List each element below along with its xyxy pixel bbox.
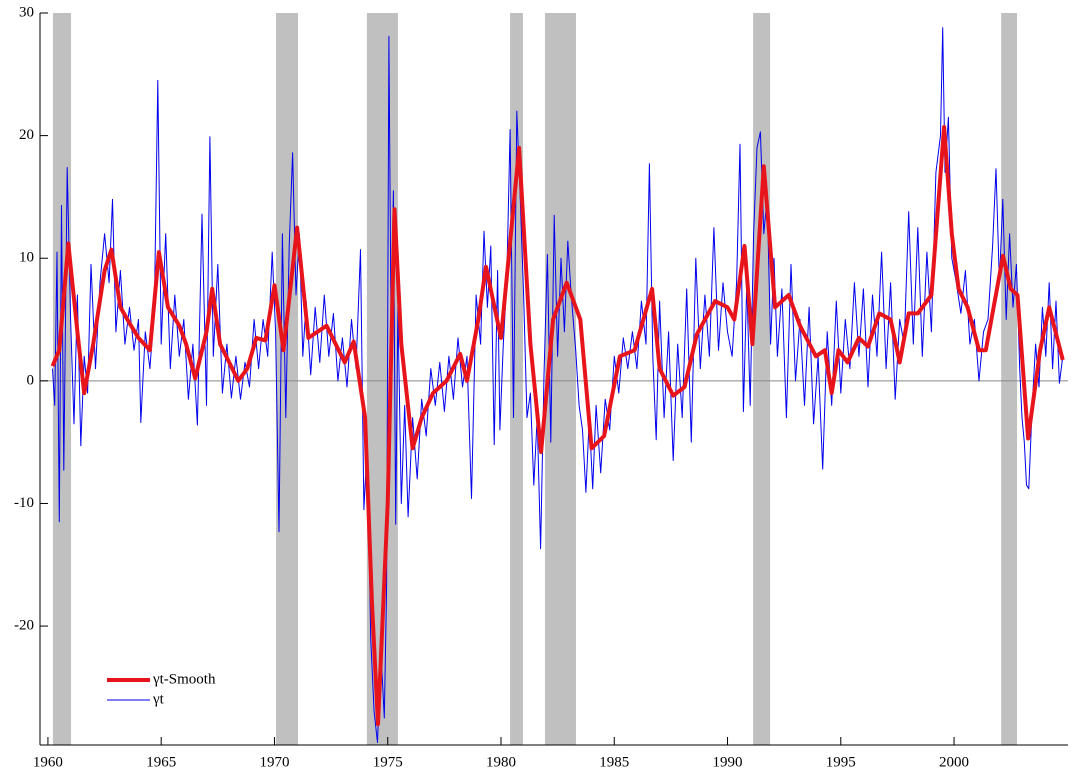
x-tick-label: 1960 [33, 754, 63, 770]
y-tick-label: 0 [27, 372, 35, 388]
y-tick-label: -10 [14, 495, 34, 511]
recession-band [1001, 13, 1018, 745]
recession-band [52, 13, 72, 745]
x-tick-label: 1980 [486, 754, 516, 770]
y-tick-label: 10 [19, 250, 34, 266]
x-tick-label: 1990 [713, 754, 743, 770]
legend-label: γt-Smooth [152, 671, 216, 687]
recession-band [753, 13, 771, 745]
x-tick-label: 1995 [826, 754, 856, 770]
x-tick-label: 2000 [939, 754, 969, 770]
y-tick-label: 20 [19, 127, 34, 143]
y-tick-label: -20 [14, 618, 34, 634]
x-tick-label: 1985 [599, 754, 629, 770]
y-tick-label: 30 [19, 4, 34, 20]
x-tick-label: 1975 [373, 754, 403, 770]
series-line [50, 125, 1065, 727]
x-tick-label: 1970 [259, 754, 289, 770]
x-tick-label: 1965 [146, 754, 176, 770]
legend-label: γt [152, 691, 165, 707]
